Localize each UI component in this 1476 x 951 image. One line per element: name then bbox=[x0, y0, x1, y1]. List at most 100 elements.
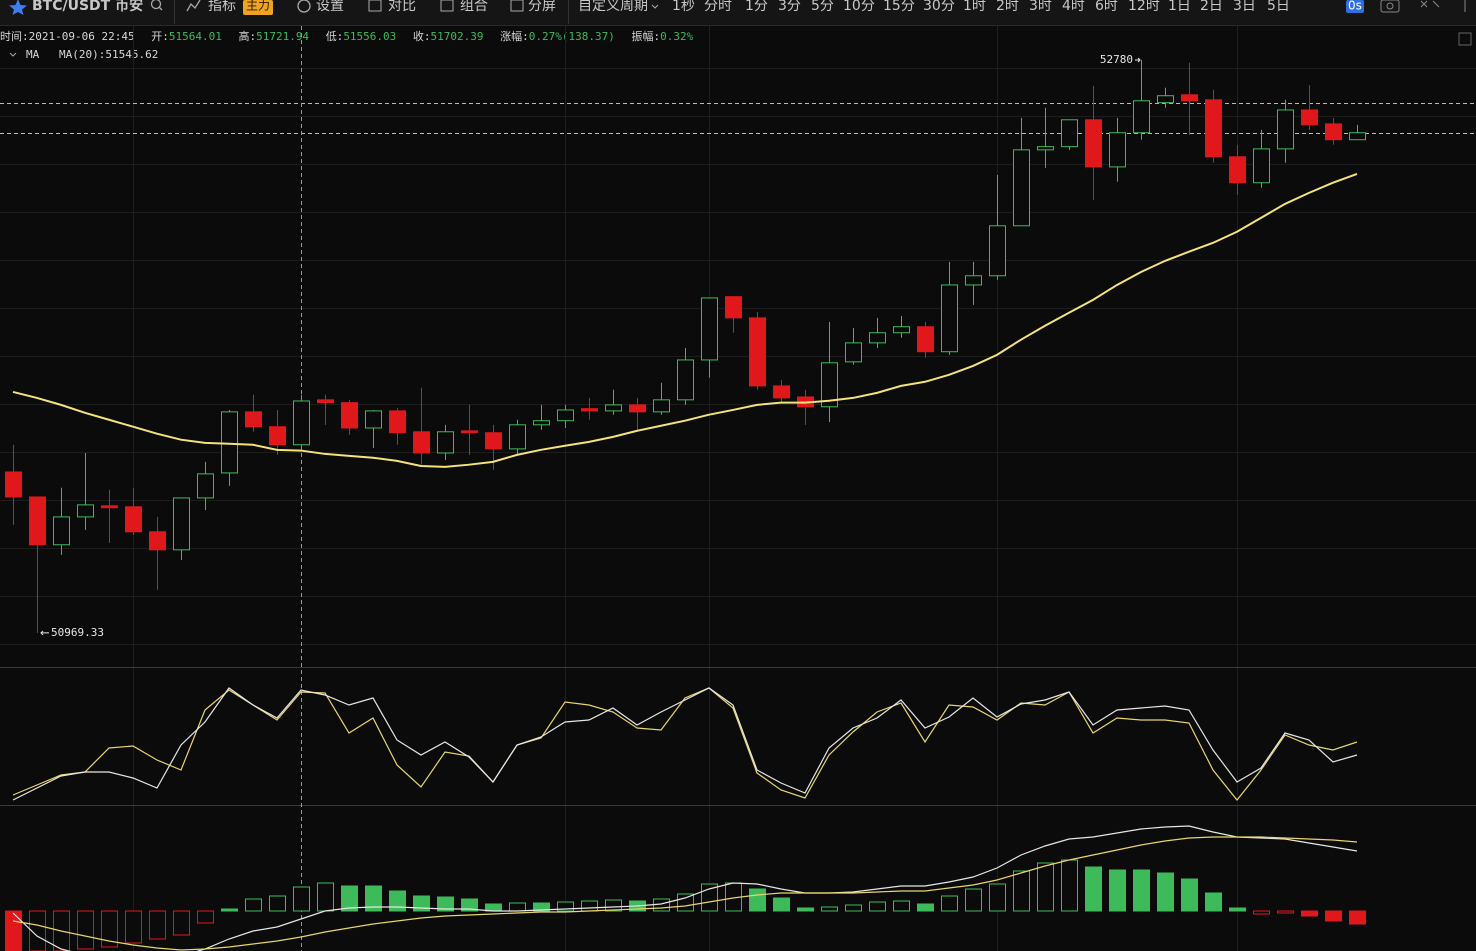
period-option[interactable]: 12时 bbox=[1128, 0, 1160, 14]
candle-body bbox=[557, 409, 574, 422]
candle-body bbox=[437, 431, 454, 454]
macd-line bbox=[12, 836, 1358, 951]
period-option[interactable]: 1秒 bbox=[672, 0, 695, 14]
histogram-bar bbox=[1181, 878, 1198, 912]
candle-body bbox=[749, 317, 766, 387]
candle-body bbox=[101, 505, 118, 509]
grid bbox=[0, 26, 1476, 951]
dropdown-arrow bbox=[651, 4, 659, 9]
ma-line bbox=[12, 172, 1358, 468]
histogram-bar bbox=[1133, 869, 1150, 912]
search-icon[interactable] bbox=[150, 0, 162, 10]
timer[interactable]: 0s bbox=[1348, 0, 1362, 13]
histogram-bar bbox=[269, 895, 286, 912]
period-option[interactable]: 10分 bbox=[843, 0, 875, 14]
candle-body bbox=[869, 332, 886, 344]
custom-period[interactable]: 自定义周期 bbox=[578, 0, 648, 14]
max-price-label: 52780 bbox=[1100, 53, 1133, 66]
histogram-bar bbox=[437, 896, 454, 912]
candle-body bbox=[269, 426, 286, 446]
favorite-star[interactable] bbox=[9, 0, 27, 15]
period-option[interactable]: 1分 bbox=[745, 0, 768, 14]
histogram-bar bbox=[245, 898, 262, 912]
compare-button[interactable]: 对比 bbox=[388, 0, 416, 14]
macd-line bbox=[12, 825, 1358, 951]
time: 2021-09-06 22:45 bbox=[29, 30, 135, 43]
period-option[interactable]: 3日 bbox=[1233, 0, 1256, 14]
info-row: 时间:2021-09-06 22:45 开:51564.01 高:51721.9… bbox=[0, 29, 694, 43]
period-option[interactable]: 30分 bbox=[923, 0, 955, 14]
period-option[interactable]: 5日 bbox=[1267, 0, 1290, 14]
candle-body bbox=[53, 516, 70, 546]
period-option[interactable]: 4时 bbox=[1062, 0, 1085, 14]
period-option[interactable]: 1时 bbox=[963, 0, 986, 14]
time-label: 时间: bbox=[0, 30, 29, 43]
expand-icon[interactable] bbox=[1458, 32, 1472, 46]
price-pane: 52780 50969.33 bbox=[5, 53, 1366, 639]
histogram-bar bbox=[77, 910, 94, 950]
histogram-bar bbox=[1349, 910, 1366, 925]
period-option[interactable]: 6时 bbox=[1095, 0, 1118, 14]
ma-label: MA(20): bbox=[59, 48, 105, 61]
candle-body bbox=[1085, 119, 1102, 168]
collapse-arrow[interactable] bbox=[9, 52, 17, 57]
min-price-arrow bbox=[40, 630, 49, 636]
indicator-icon bbox=[186, 0, 201, 12]
candle-body bbox=[677, 359, 694, 401]
period-option[interactable]: 分时 bbox=[704, 0, 732, 14]
period-option[interactable]: 15分 bbox=[883, 0, 915, 14]
histogram-bar bbox=[917, 903, 934, 912]
candle-body bbox=[173, 497, 190, 551]
split-button[interactable]: 分屏 bbox=[528, 0, 556, 14]
change-value: 0.27%(138.37) bbox=[529, 30, 615, 43]
histogram-bar bbox=[1109, 869, 1126, 912]
candle-body bbox=[29, 496, 46, 546]
camera-icon[interactable] bbox=[1380, 0, 1400, 13]
period-option[interactable]: 3时 bbox=[1029, 0, 1052, 14]
period-option[interactable]: 2时 bbox=[996, 0, 1019, 14]
indicators-button[interactable]: 指标 bbox=[208, 0, 236, 14]
histogram-bar bbox=[1277, 910, 1294, 914]
candle-body bbox=[317, 399, 334, 404]
histogram-bar bbox=[749, 888, 766, 912]
period-option[interactable]: 1日 bbox=[1168, 0, 1191, 14]
high-value: 51721.94 bbox=[256, 30, 309, 43]
candle-body bbox=[1325, 123, 1342, 141]
histogram-bar bbox=[581, 900, 598, 912]
candle-body bbox=[149, 531, 166, 551]
candle-body bbox=[1301, 109, 1318, 126]
histogram-bar bbox=[197, 910, 214, 924]
histogram-bar bbox=[1325, 910, 1342, 922]
badge[interactable]: 主力 bbox=[246, 0, 270, 13]
symbol[interactable]: BTC/USDT 币安 bbox=[32, 0, 143, 14]
histogram-bar bbox=[1037, 862, 1054, 912]
period-option[interactable]: 5分 bbox=[811, 0, 834, 14]
histogram-bar bbox=[485, 903, 502, 912]
min-price-label: 50969.33 bbox=[51, 626, 104, 639]
candle-body bbox=[293, 400, 310, 446]
histogram-bar bbox=[1229, 907, 1246, 912]
histogram-bar bbox=[941, 895, 958, 912]
candle-body bbox=[941, 284, 958, 353]
candle-body bbox=[245, 411, 262, 428]
close-value: 51702.39 bbox=[431, 30, 484, 43]
histogram-bar bbox=[1061, 859, 1078, 912]
period-option[interactable]: 2日 bbox=[1200, 0, 1223, 14]
period-option[interactable]: 3分 bbox=[778, 0, 801, 14]
histogram-bar bbox=[773, 897, 790, 912]
candle-body bbox=[1109, 132, 1126, 168]
ma-value: MA(20):51545.62 bbox=[59, 48, 158, 61]
candle-body bbox=[413, 431, 430, 454]
close-label: 收: bbox=[413, 29, 431, 43]
candle-body bbox=[1181, 94, 1198, 102]
settings-button[interactable]: 设置 bbox=[316, 0, 344, 14]
combine-button[interactable]: 组合 bbox=[460, 0, 488, 14]
fullscreen-icon[interactable] bbox=[1420, 0, 1440, 8]
histogram-bar bbox=[1157, 872, 1174, 912]
histogram-bar bbox=[341, 885, 358, 912]
candle-body bbox=[77, 504, 94, 518]
candle-body bbox=[1349, 132, 1366, 141]
oscillator-line bbox=[12, 687, 1358, 801]
histogram-bar bbox=[365, 885, 382, 912]
